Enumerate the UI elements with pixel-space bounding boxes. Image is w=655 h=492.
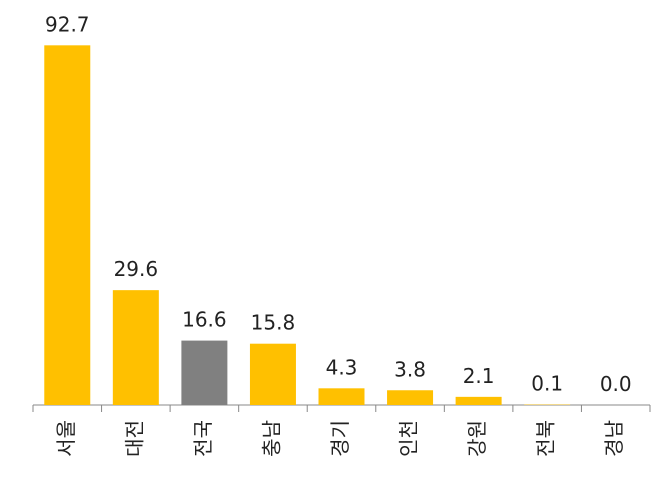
value-label: 0.1 <box>531 372 563 396</box>
value-label: 3.8 <box>394 357 426 381</box>
value-label: 15.8 <box>251 311 296 335</box>
x-tick-label: 전북 <box>534 420 558 457</box>
x-tick-label: 경남 <box>602 420 626 457</box>
bar <box>44 45 91 405</box>
value-label: 4.3 <box>326 355 358 379</box>
bar <box>249 343 296 405</box>
x-tick-label: 서울 <box>54 420 78 457</box>
bar <box>181 340 228 405</box>
value-label: 92.7 <box>45 12 90 36</box>
value-label: 0.0 <box>600 372 632 396</box>
bar <box>112 290 159 405</box>
value-label: 2.1 <box>463 364 495 388</box>
value-label: 29.6 <box>114 257 159 281</box>
bar <box>455 396 502 405</box>
x-tick-label: 전국 <box>191 420 215 457</box>
x-tick-label: 충남 <box>259 420 283 457</box>
x-tick-label: 대전 <box>122 420 146 457</box>
bar <box>318 388 365 405</box>
x-tick-label: 인천 <box>397 420 421 457</box>
value-label: 16.6 <box>182 308 227 332</box>
x-tick-label: 강원 <box>465 420 489 457</box>
x-tick-label: 경기 <box>328 420 352 457</box>
bar <box>387 390 434 405</box>
